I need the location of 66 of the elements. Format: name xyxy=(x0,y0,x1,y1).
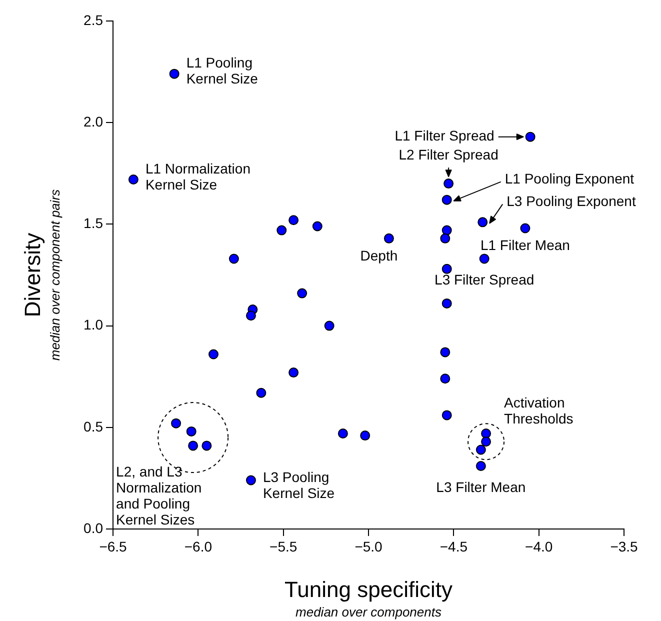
text: median over components xyxy=(296,604,442,620)
y-tick-label: 2.5 xyxy=(84,12,104,28)
x-tick-label: −5.0 xyxy=(354,538,383,554)
point xyxy=(384,233,394,244)
point xyxy=(188,440,198,451)
y-tick-label: 1.0 xyxy=(84,316,104,333)
annotation: L1 Normalization Kernel Size xyxy=(145,160,251,192)
point xyxy=(228,254,239,264)
annotation: L2, and L3 Normalization and Pooling Kernel Sizes xyxy=(116,463,202,528)
point xyxy=(256,388,266,398)
point xyxy=(360,430,370,441)
point xyxy=(525,132,536,142)
annotation: L2 Filter Spread xyxy=(398,146,498,162)
y-tick-label: 2.0 xyxy=(84,113,104,130)
point xyxy=(444,178,454,189)
point xyxy=(288,215,299,226)
x-axis-title: Tuning specificity xyxy=(284,577,452,602)
point xyxy=(128,174,138,184)
point xyxy=(476,461,486,472)
point xyxy=(440,347,450,358)
point xyxy=(440,233,450,244)
point xyxy=(276,225,287,236)
annotation: L3 Pooling Exponent xyxy=(506,193,636,210)
annotation: L3 Filter Mean xyxy=(436,478,526,495)
x-tick-label: −6.5 xyxy=(99,538,128,554)
point xyxy=(297,288,308,298)
x-tick-label: −4.0 xyxy=(525,538,553,554)
text: median over component pairs xyxy=(48,188,63,361)
point xyxy=(479,254,490,264)
annotation: L3 Pooling Kernel Size xyxy=(262,469,335,502)
point xyxy=(338,428,348,438)
point xyxy=(478,217,488,228)
point xyxy=(246,475,256,486)
annotation: L3 Filter Spread xyxy=(434,272,534,288)
annotation: L1 Pooling Kernel Size xyxy=(186,54,258,87)
point xyxy=(202,440,212,451)
x-tick-label: −4.5 xyxy=(440,538,468,554)
y-tick-label: 0.0 xyxy=(84,520,104,536)
annotation: Activation Thresholds xyxy=(504,394,574,426)
point xyxy=(246,310,256,321)
y-tick-label: 0.5 xyxy=(84,418,104,434)
point xyxy=(442,194,452,205)
annotation: L1 Pooling Exponent xyxy=(504,170,634,187)
point xyxy=(442,298,452,308)
point xyxy=(520,223,530,234)
point xyxy=(440,374,450,384)
point xyxy=(312,221,322,232)
point xyxy=(476,444,486,455)
point xyxy=(442,225,452,236)
x-tick-label: −5.5 xyxy=(270,538,298,554)
x-tick-label: −6.0 xyxy=(184,538,212,554)
point xyxy=(171,418,182,428)
point xyxy=(288,368,299,378)
point xyxy=(169,68,180,79)
point xyxy=(442,264,452,274)
point xyxy=(481,428,492,438)
annotation: L1 Filter Spread xyxy=(394,128,494,144)
x-tick-label: −3.5 xyxy=(610,538,638,554)
annotation: Depth xyxy=(360,247,398,264)
point xyxy=(208,349,218,360)
y-tick-label: 1.5 xyxy=(84,215,104,232)
annotation: L1 Filter Mean xyxy=(480,237,570,254)
point xyxy=(324,320,334,331)
y-axis-title: Diversity xyxy=(20,232,46,318)
point xyxy=(442,410,452,420)
point xyxy=(186,426,196,436)
